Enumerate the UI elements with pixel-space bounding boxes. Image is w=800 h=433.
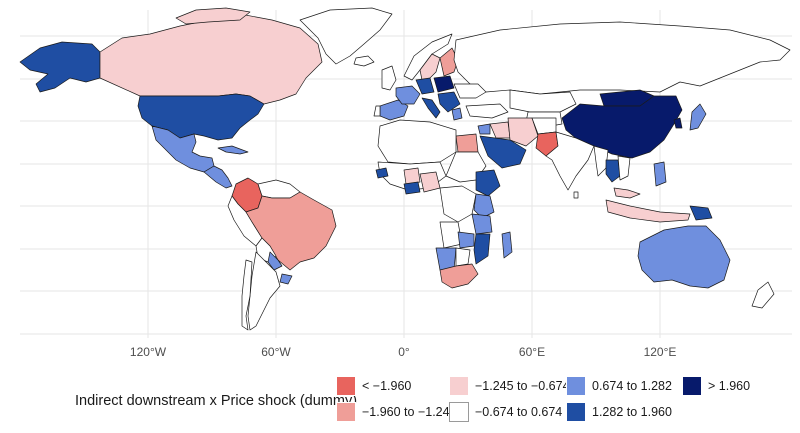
country-usa: [137, 93, 265, 141]
country-sri-lanka: [573, 191, 579, 199]
country-egypt: [455, 133, 479, 153]
country-ethiopia: [475, 169, 501, 197]
country-thailand: [605, 159, 621, 183]
country-germany: [415, 77, 435, 95]
country-greenland: [299, 7, 393, 65]
country-australia: [637, 225, 731, 289]
country-central-america: [203, 165, 233, 189]
country-levant: [477, 123, 491, 135]
country-tanzania: [471, 213, 493, 235]
country-india: [545, 131, 595, 191]
country-mexico: [151, 125, 215, 173]
legend-swatch: [566, 402, 586, 422]
country-turkey: [465, 103, 509, 119]
legend-item-0674-1282: 0.674 to 1.282: [566, 376, 672, 396]
longitude-tick-60w: 60°W: [261, 345, 291, 359]
legend-swatch: [336, 402, 356, 422]
country-uruguay: [279, 273, 293, 285]
legend-label: 0.674 to 1.282: [592, 379, 672, 393]
legend-swatch: [336, 376, 356, 396]
country-poland: [433, 75, 455, 93]
country-chile: [241, 259, 253, 331]
country-indonesia: [605, 199, 691, 223]
country-zambia: [457, 231, 475, 249]
country-ukraine: [453, 83, 487, 99]
country-central-africa: [439, 185, 477, 223]
country-alaska: [19, 41, 101, 93]
legend-item-1960-1245: −1.960 to −1.245: [336, 402, 457, 422]
legend-label: 1.282 to 1.960: [592, 405, 672, 419]
country-kenya: [473, 193, 495, 219]
country-iran: [507, 117, 539, 147]
country-senegal: [375, 167, 389, 179]
country-balkans: [437, 91, 461, 113]
legend-label: < −1.960: [362, 379, 412, 393]
longitude-tick-120w: 120°W: [129, 345, 167, 359]
country-greece: [451, 107, 463, 121]
country-north-africa: [377, 119, 457, 165]
country-mozambique: [473, 233, 491, 265]
country-south-africa: [439, 263, 479, 289]
country-canada-islands: [175, 7, 251, 25]
legend-swatch: [566, 376, 586, 396]
country-botswana: [455, 247, 471, 267]
country-malaysia: [613, 187, 641, 199]
legend-item-1245-0674: −1.245 to −0.674: [449, 376, 570, 396]
country-norway: [403, 33, 453, 81]
legend-label: > 1.960: [708, 379, 751, 393]
countries: [19, 7, 791, 331]
country-madagascar: [501, 231, 513, 259]
country-uk: [381, 65, 397, 91]
legend-swatch: [682, 376, 702, 396]
country-new-zealand: [751, 281, 775, 309]
country-ghana: [403, 181, 421, 195]
country-saudi-arabia: [479, 135, 527, 169]
country-mali: [403, 167, 421, 185]
country-france: [395, 85, 421, 105]
country-iraq: [489, 121, 511, 139]
legend-swatch: [449, 376, 469, 396]
country-paraguay: [267, 251, 283, 271]
country-portugal: [373, 105, 381, 117]
legend-item-gt-1960: > 1.960: [682, 376, 750, 396]
legend-item-0674-0674: −0.674 to 0.674: [449, 402, 562, 422]
legend-title: Indirect downstream x Price shock (dummy…: [75, 393, 358, 409]
longitude-tick-120e: 120°E: [643, 345, 677, 359]
country-iceland: [353, 55, 375, 67]
country-vietnam: [617, 155, 631, 181]
country-brazil: [245, 191, 337, 271]
country-canada: [99, 13, 323, 105]
country-korea: [673, 117, 683, 129]
country-kazakhstan: [509, 89, 577, 113]
longitude-tick-0: 0°: [398, 345, 410, 359]
country-myanmar: [593, 145, 609, 177]
country-venezuela: [257, 179, 301, 199]
legend-swatch: [449, 402, 469, 422]
legend-item-lt-1960: < −1.960: [336, 376, 411, 396]
longitude-tick-60e: 60°E: [518, 345, 546, 359]
legend-label: −1.960 to −1.245: [362, 405, 457, 419]
country-png: [689, 205, 713, 221]
country-italy: [421, 97, 441, 119]
country-philippines: [653, 161, 667, 187]
legend-item-1282-1960: 1.282 to 1.960: [566, 402, 672, 422]
country-japan: [689, 103, 707, 131]
country-cuba: [217, 145, 249, 155]
legend-label: −1.245 to −0.674: [475, 379, 570, 393]
legend-label: −0.674 to 0.674: [475, 405, 563, 419]
country-russia: [453, 21, 791, 95]
country-nigeria: [419, 171, 441, 193]
